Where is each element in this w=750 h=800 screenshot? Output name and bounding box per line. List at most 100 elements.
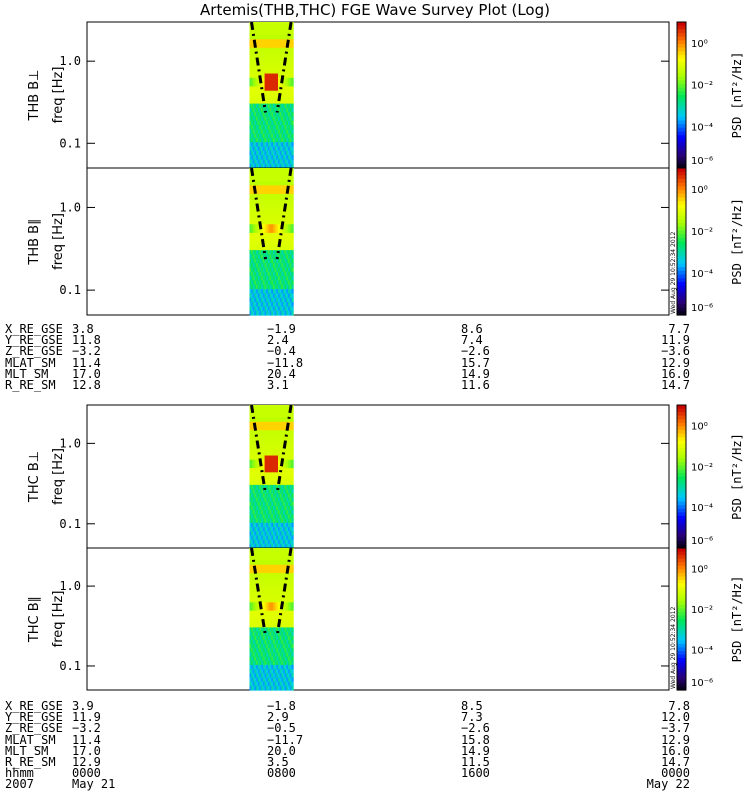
spectrogram-cell <box>273 142 276 148</box>
spectrogram-cell <box>251 573 254 578</box>
spectrogram-cell <box>269 413 272 419</box>
spectrogram-cell <box>269 426 272 431</box>
spectrogram-cell <box>276 237 279 243</box>
spectrogram-cell <box>276 631 279 637</box>
spectrogram-cell <box>259 137 262 143</box>
spectrogram-cell <box>276 619 279 624</box>
spectrogram-cell <box>286 556 289 562</box>
spectrogram-cell <box>257 280 261 286</box>
spectrogram-cell <box>283 90 286 96</box>
spectrogram-cell <box>291 627 294 633</box>
spectrogram-cell <box>251 99 254 105</box>
spectrogram-cell <box>271 241 274 247</box>
spectrogram-cell <box>276 527 279 532</box>
spectrogram-cell <box>269 472 272 478</box>
colorbar-segment <box>677 608 686 613</box>
spectrogram-cell <box>279 254 282 260</box>
spectrogram-cell <box>257 472 261 478</box>
spectrogram-cell <box>288 619 291 624</box>
spectrogram-cell <box>254 438 257 444</box>
spectrogram-cell <box>278 293 281 299</box>
spectrogram-cell <box>284 413 287 419</box>
spectrogram-cell <box>264 413 267 419</box>
spectrogram-cell <box>276 598 279 603</box>
spectrogram-cell <box>251 581 254 587</box>
spectrogram-cell <box>261 648 264 653</box>
spectrogram-cell <box>269 107 272 113</box>
spectrogram-cell <box>273 652 276 658</box>
spectrogram-cell <box>252 245 256 251</box>
spectrogram-cell <box>257 306 261 312</box>
spectrogram-cell <box>274 310 277 316</box>
spectrogram-cell <box>281 112 284 118</box>
spectrogram-cell <box>283 564 286 570</box>
spectrogram-cell <box>266 589 269 595</box>
spectrogram-cell <box>289 103 293 109</box>
colorbar-segment <box>677 300 686 305</box>
spectrogram-cell <box>266 493 269 499</box>
spectrogram-cell <box>284 480 287 486</box>
spectrogram-cell <box>256 426 259 431</box>
spectrogram-cell <box>251 176 254 182</box>
spectrogram-cell <box>274 548 277 553</box>
spectrogram-cell <box>289 228 293 234</box>
spectrogram-cell <box>279 125 282 130</box>
spectrogram-cell <box>278 527 281 532</box>
spectrogram-cell <box>257 417 261 423</box>
spectrogram-cell <box>259 112 262 118</box>
spectrogram-cell <box>256 656 259 662</box>
spectrogram-cell <box>269 289 272 294</box>
spectrogram-cell <box>266 514 269 520</box>
gyrofrequency-curve <box>275 167 293 260</box>
spectrogram-cell <box>257 438 261 444</box>
spectrogram-cell <box>261 581 264 587</box>
colorbar-segment <box>677 215 686 221</box>
spectrogram-cell <box>278 539 281 545</box>
spectrogram-cell <box>291 103 294 109</box>
spectrogram-cell <box>289 589 293 595</box>
spectrogram-cell <box>276 43 279 49</box>
spectrogram-cell <box>254 501 257 507</box>
panel-label: THC B⊥ <box>27 451 42 503</box>
spectrogram-cell <box>271 137 274 143</box>
spectrogram-cell <box>251 215 254 221</box>
spectrogram-cell <box>266 489 269 494</box>
spectrogram-cell <box>261 69 264 75</box>
spectrogram-cell <box>274 413 277 419</box>
spectrogram-cell <box>279 181 282 186</box>
spectrogram-cell <box>284 224 287 230</box>
spectrogram-cell <box>286 129 289 135</box>
spectrogram-cell <box>276 560 279 566</box>
spectrogram-cell <box>284 472 287 478</box>
spectrogram-cell <box>252 137 256 143</box>
spectrogram-cell <box>251 627 254 633</box>
spectrogram-cell <box>286 232 289 238</box>
spectrogram-cell <box>288 271 291 277</box>
spectrogram-cell <box>276 484 279 490</box>
spectrogram-cell <box>252 614 256 620</box>
spectrogram-cell <box>273 215 276 221</box>
spectrogram-cell <box>266 518 269 524</box>
spectrogram-cell <box>254 442 257 448</box>
spectrogram-cell <box>288 413 291 419</box>
spectrogram-cell <box>273 263 276 268</box>
spectrogram-cell <box>274 297 277 303</box>
spectrogram-cell <box>257 531 261 536</box>
spectrogram-cell <box>252 476 256 482</box>
spectrogram-cell <box>289 510 293 515</box>
colorbar-segment <box>677 647 686 652</box>
spectrogram-cell <box>288 155 291 160</box>
spectrogram-cell <box>262 116 266 122</box>
spectrogram-cell <box>249 99 252 105</box>
spectrogram-cell <box>257 69 261 75</box>
spectrogram-cell <box>259 82 262 87</box>
spectrogram-cell <box>264 297 267 303</box>
colorbar-segment <box>677 95 686 100</box>
spectrogram-cell <box>266 681 269 687</box>
spectrogram-cell <box>274 589 277 595</box>
spectrogram-cell <box>262 568 266 574</box>
spectrogram-cell <box>289 82 293 87</box>
spectrogram-cell <box>288 556 291 562</box>
spectrogram-cell <box>264 476 267 482</box>
